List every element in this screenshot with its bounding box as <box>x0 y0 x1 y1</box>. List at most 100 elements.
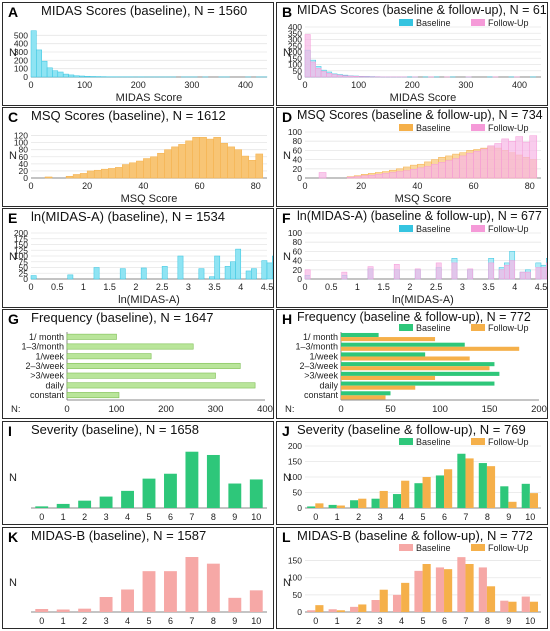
bar <box>521 596 530 612</box>
x-tick-label: 4.5 <box>535 282 548 292</box>
histogram-bar <box>79 173 88 179</box>
x-tick-label: 2 <box>356 616 361 626</box>
x-tick-label: 3 <box>378 512 383 522</box>
legend-label: Baseline <box>416 437 451 447</box>
bar <box>66 392 120 399</box>
histogram-bar <box>509 260 516 280</box>
x-tick-label: 4 <box>399 512 404 522</box>
bar <box>228 597 242 612</box>
x-tick-label: 4 <box>125 512 130 522</box>
histogram-bar <box>504 264 510 280</box>
x-tick-label: 1 <box>61 616 66 626</box>
y-tick-label: 200 <box>14 228 28 238</box>
x-tick-label: 9 <box>232 616 237 626</box>
bar <box>35 609 49 612</box>
legend-swatch <box>399 544 413 551</box>
category-label: 1/ month <box>29 332 64 342</box>
histogram-bar <box>178 144 186 179</box>
y-axis-label: N <box>283 251 291 263</box>
bar <box>341 366 490 371</box>
bar <box>371 600 380 612</box>
x-axis-label: MSQ Score <box>395 193 452 205</box>
histogram-bar <box>150 156 158 179</box>
category-label: 1/week <box>309 351 338 361</box>
legend-label: Follow-Up <box>488 323 529 333</box>
y-axis-label: N <box>9 577 17 589</box>
histogram-bar <box>89 76 96 78</box>
y-tick-label: 150 <box>288 457 302 467</box>
x-tick-label: 100 <box>351 80 366 90</box>
histogram-bar <box>529 135 538 179</box>
panel-letter: C <box>8 109 19 125</box>
x-tick-label: 1 <box>335 512 340 522</box>
bar <box>328 609 337 612</box>
x-tick-label: 9 <box>232 512 237 522</box>
bar <box>350 606 359 612</box>
y-tick-label: 50 <box>19 263 29 273</box>
x-tick-label: 2 <box>356 512 361 522</box>
panel-L: L MIDAS-B (baseline & follow-up), N = 772… <box>276 527 548 629</box>
bar <box>457 557 466 612</box>
x-tick-label: 7 <box>463 616 468 626</box>
bar <box>401 582 410 612</box>
y-tick-label: 20 <box>19 166 29 176</box>
bar <box>328 504 337 508</box>
bar <box>336 610 345 612</box>
panel-title: MIDAS-B (baseline), N = 1587 <box>31 528 207 543</box>
legend-label: Follow-Up <box>488 543 529 553</box>
histogram-bar <box>519 271 526 280</box>
histogram-bar <box>494 143 502 179</box>
bar <box>142 478 156 508</box>
bar <box>66 362 241 369</box>
bar <box>185 451 199 508</box>
bar <box>341 395 386 400</box>
y-tick-label: 0 <box>23 72 28 82</box>
x-tick-label: 200 <box>131 80 146 90</box>
panel-letter: F <box>282 210 291 226</box>
panel-title: MIDAS-B (baseline & follow-up), N = 772 <box>297 528 533 543</box>
y-tick-label: 250 <box>288 41 302 51</box>
panel-D: D MSQ Scores (baseline & follow-up), N = … <box>276 107 548 207</box>
y-axis-label: N <box>9 251 17 263</box>
x-tick-label: 0 <box>28 80 33 90</box>
histogram-bar <box>171 146 179 179</box>
legend-label: Baseline <box>416 323 451 333</box>
y-tick-label: 150 <box>288 556 302 566</box>
histogram-bar <box>522 141 531 179</box>
histogram-bar <box>382 173 390 179</box>
histogram-bar <box>318 172 327 179</box>
bar <box>99 597 113 612</box>
histogram-bar <box>508 140 516 179</box>
panel-title: MIDAS Scores (baseline & follow-up), N =… <box>297 3 548 17</box>
legend-label: Baseline <box>416 224 451 234</box>
y-tick-label: 0 <box>297 72 302 82</box>
histogram-bar <box>410 169 418 179</box>
y-tick-label: 100 <box>14 64 28 74</box>
y-tick-label: 20 <box>293 164 303 174</box>
x-tick-label: 4 <box>512 282 517 292</box>
panel-letter: J <box>282 423 290 439</box>
y-tick-label: 150 <box>14 240 28 250</box>
axis-prefix-label: N: <box>285 404 295 415</box>
panel-title: Frequency (baseline), N = 1647 <box>31 310 214 325</box>
histogram-bar <box>487 145 495 179</box>
x-tick-label: 7 <box>189 512 194 522</box>
bar <box>457 453 466 508</box>
histogram-bar <box>389 172 397 179</box>
y-tick-label: 400 <box>14 39 28 49</box>
bar <box>486 466 496 508</box>
bar <box>444 569 453 612</box>
category-label: constant <box>304 390 339 400</box>
x-tick-label: 1 <box>61 512 66 522</box>
bar <box>401 480 410 508</box>
bar <box>341 381 495 386</box>
bar <box>99 496 113 508</box>
bar <box>307 610 316 612</box>
histogram-bar <box>353 176 362 179</box>
bar <box>35 506 49 508</box>
bar <box>422 564 431 612</box>
histogram-bar <box>459 155 467 179</box>
bar <box>435 567 445 612</box>
y-tick-label: 0 <box>297 274 302 284</box>
